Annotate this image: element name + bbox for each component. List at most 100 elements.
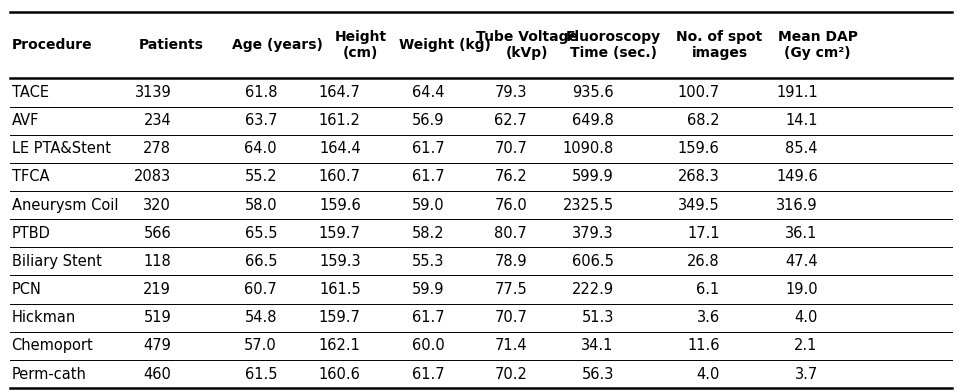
Text: Patients: Patients: [138, 38, 204, 52]
Text: 160.6: 160.6: [318, 367, 360, 381]
Text: 219: 219: [143, 282, 171, 297]
Text: 349.5: 349.5: [678, 198, 719, 212]
Text: 159.6: 159.6: [319, 198, 360, 212]
Text: 17.1: 17.1: [686, 226, 719, 241]
Text: 162.1: 162.1: [318, 338, 360, 353]
Text: 191.1: 191.1: [776, 85, 817, 100]
Text: 11.6: 11.6: [686, 338, 719, 353]
Text: 566: 566: [143, 226, 171, 241]
Text: 70.2: 70.2: [494, 367, 527, 381]
Text: 36.1: 36.1: [784, 226, 817, 241]
Text: Procedure: Procedure: [12, 38, 92, 52]
Text: 68.2: 68.2: [686, 113, 719, 128]
Text: 2.1: 2.1: [794, 338, 817, 353]
Text: 316.9: 316.9: [776, 198, 817, 212]
Text: 606.5: 606.5: [571, 254, 613, 269]
Text: 479: 479: [143, 338, 171, 353]
Text: 59.0: 59.0: [411, 198, 444, 212]
Text: 159.7: 159.7: [318, 310, 360, 325]
Text: TACE: TACE: [12, 85, 48, 100]
Text: 3.6: 3.6: [696, 310, 719, 325]
Text: 70.7: 70.7: [494, 141, 527, 156]
Text: 2325.5: 2325.5: [562, 198, 613, 212]
Text: 4.0: 4.0: [794, 310, 817, 325]
Text: 61.7: 61.7: [411, 169, 444, 184]
Text: PCN: PCN: [12, 282, 41, 297]
Text: 47.4: 47.4: [784, 254, 817, 269]
Text: Biliary Stent: Biliary Stent: [12, 254, 101, 269]
Text: 935.6: 935.6: [572, 85, 613, 100]
Text: 234: 234: [143, 113, 171, 128]
Text: 64.4: 64.4: [411, 85, 444, 100]
Text: 26.8: 26.8: [686, 254, 719, 269]
Text: AVF: AVF: [12, 113, 38, 128]
Text: 64.0: 64.0: [244, 141, 277, 156]
Text: 4.0: 4.0: [696, 367, 719, 381]
Text: 76.2: 76.2: [494, 169, 527, 184]
Text: 160.7: 160.7: [318, 169, 360, 184]
Text: LE PTA&Stent: LE PTA&Stent: [12, 141, 111, 156]
Text: 62.7: 62.7: [494, 113, 527, 128]
Text: 19.0: 19.0: [784, 282, 817, 297]
Text: Fluoroscopy
Time (sec.): Fluoroscopy Time (sec.): [566, 30, 660, 60]
Text: Weight (kg): Weight (kg): [398, 38, 490, 52]
Text: 60.0: 60.0: [411, 338, 444, 353]
Text: 78.9: 78.9: [494, 254, 527, 269]
Text: Tube Voltage
(kVp): Tube Voltage (kVp): [476, 30, 578, 60]
Text: 60.7: 60.7: [244, 282, 277, 297]
Text: 61.7: 61.7: [411, 367, 444, 381]
Text: 61.5: 61.5: [244, 367, 277, 381]
Text: 161.2: 161.2: [318, 113, 360, 128]
Text: 61.7: 61.7: [411, 141, 444, 156]
Text: 56.9: 56.9: [411, 113, 444, 128]
Text: 14.1: 14.1: [784, 113, 817, 128]
Text: 1090.8: 1090.8: [562, 141, 613, 156]
Text: 56.3: 56.3: [580, 367, 613, 381]
Text: 6.1: 6.1: [696, 282, 719, 297]
Text: 63.7: 63.7: [244, 113, 277, 128]
Text: 379.3: 379.3: [572, 226, 613, 241]
Text: Hickman: Hickman: [12, 310, 76, 325]
Text: 66.5: 66.5: [244, 254, 277, 269]
Text: PTBD: PTBD: [12, 226, 50, 241]
Text: 58.2: 58.2: [411, 226, 444, 241]
Text: No. of spot
images: No. of spot images: [676, 30, 762, 60]
Text: 278: 278: [143, 141, 171, 156]
Text: TFCA: TFCA: [12, 169, 49, 184]
Text: Height
(cm): Height (cm): [334, 30, 386, 60]
Text: 58.0: 58.0: [244, 198, 277, 212]
Text: Chemoport: Chemoport: [12, 338, 93, 353]
Text: 76.0: 76.0: [494, 198, 527, 212]
Text: 159.7: 159.7: [318, 226, 360, 241]
Text: 159.6: 159.6: [678, 141, 719, 156]
Text: 268.3: 268.3: [678, 169, 719, 184]
Text: 57.0: 57.0: [244, 338, 277, 353]
Text: 79.3: 79.3: [494, 85, 527, 100]
Text: 164.4: 164.4: [319, 141, 360, 156]
Text: 80.7: 80.7: [494, 226, 527, 241]
Text: 149.6: 149.6: [776, 169, 817, 184]
Text: 55.3: 55.3: [411, 254, 444, 269]
Text: 65.5: 65.5: [244, 226, 277, 241]
Text: 100.7: 100.7: [677, 85, 719, 100]
Text: 649.8: 649.8: [572, 113, 613, 128]
Text: 61.7: 61.7: [411, 310, 444, 325]
Text: 519: 519: [143, 310, 171, 325]
Text: 2083: 2083: [134, 169, 171, 184]
Text: 85.4: 85.4: [784, 141, 817, 156]
Text: 161.5: 161.5: [319, 282, 360, 297]
Text: 164.7: 164.7: [318, 85, 360, 100]
Text: Aneurysm Coil: Aneurysm Coil: [12, 198, 118, 212]
Text: 61.8: 61.8: [244, 85, 277, 100]
Text: 320: 320: [143, 198, 171, 212]
Text: 3.7: 3.7: [794, 367, 817, 381]
Text: Mean DAP
(Gy cm²): Mean DAP (Gy cm²): [776, 30, 857, 60]
Text: 599.9: 599.9: [572, 169, 613, 184]
Text: 222.9: 222.9: [571, 282, 613, 297]
Text: 34.1: 34.1: [580, 338, 613, 353]
Text: Age (years): Age (years): [232, 38, 322, 52]
Text: 70.7: 70.7: [494, 310, 527, 325]
Text: 59.9: 59.9: [411, 282, 444, 297]
Text: 55.2: 55.2: [244, 169, 277, 184]
Text: 460: 460: [143, 367, 171, 381]
